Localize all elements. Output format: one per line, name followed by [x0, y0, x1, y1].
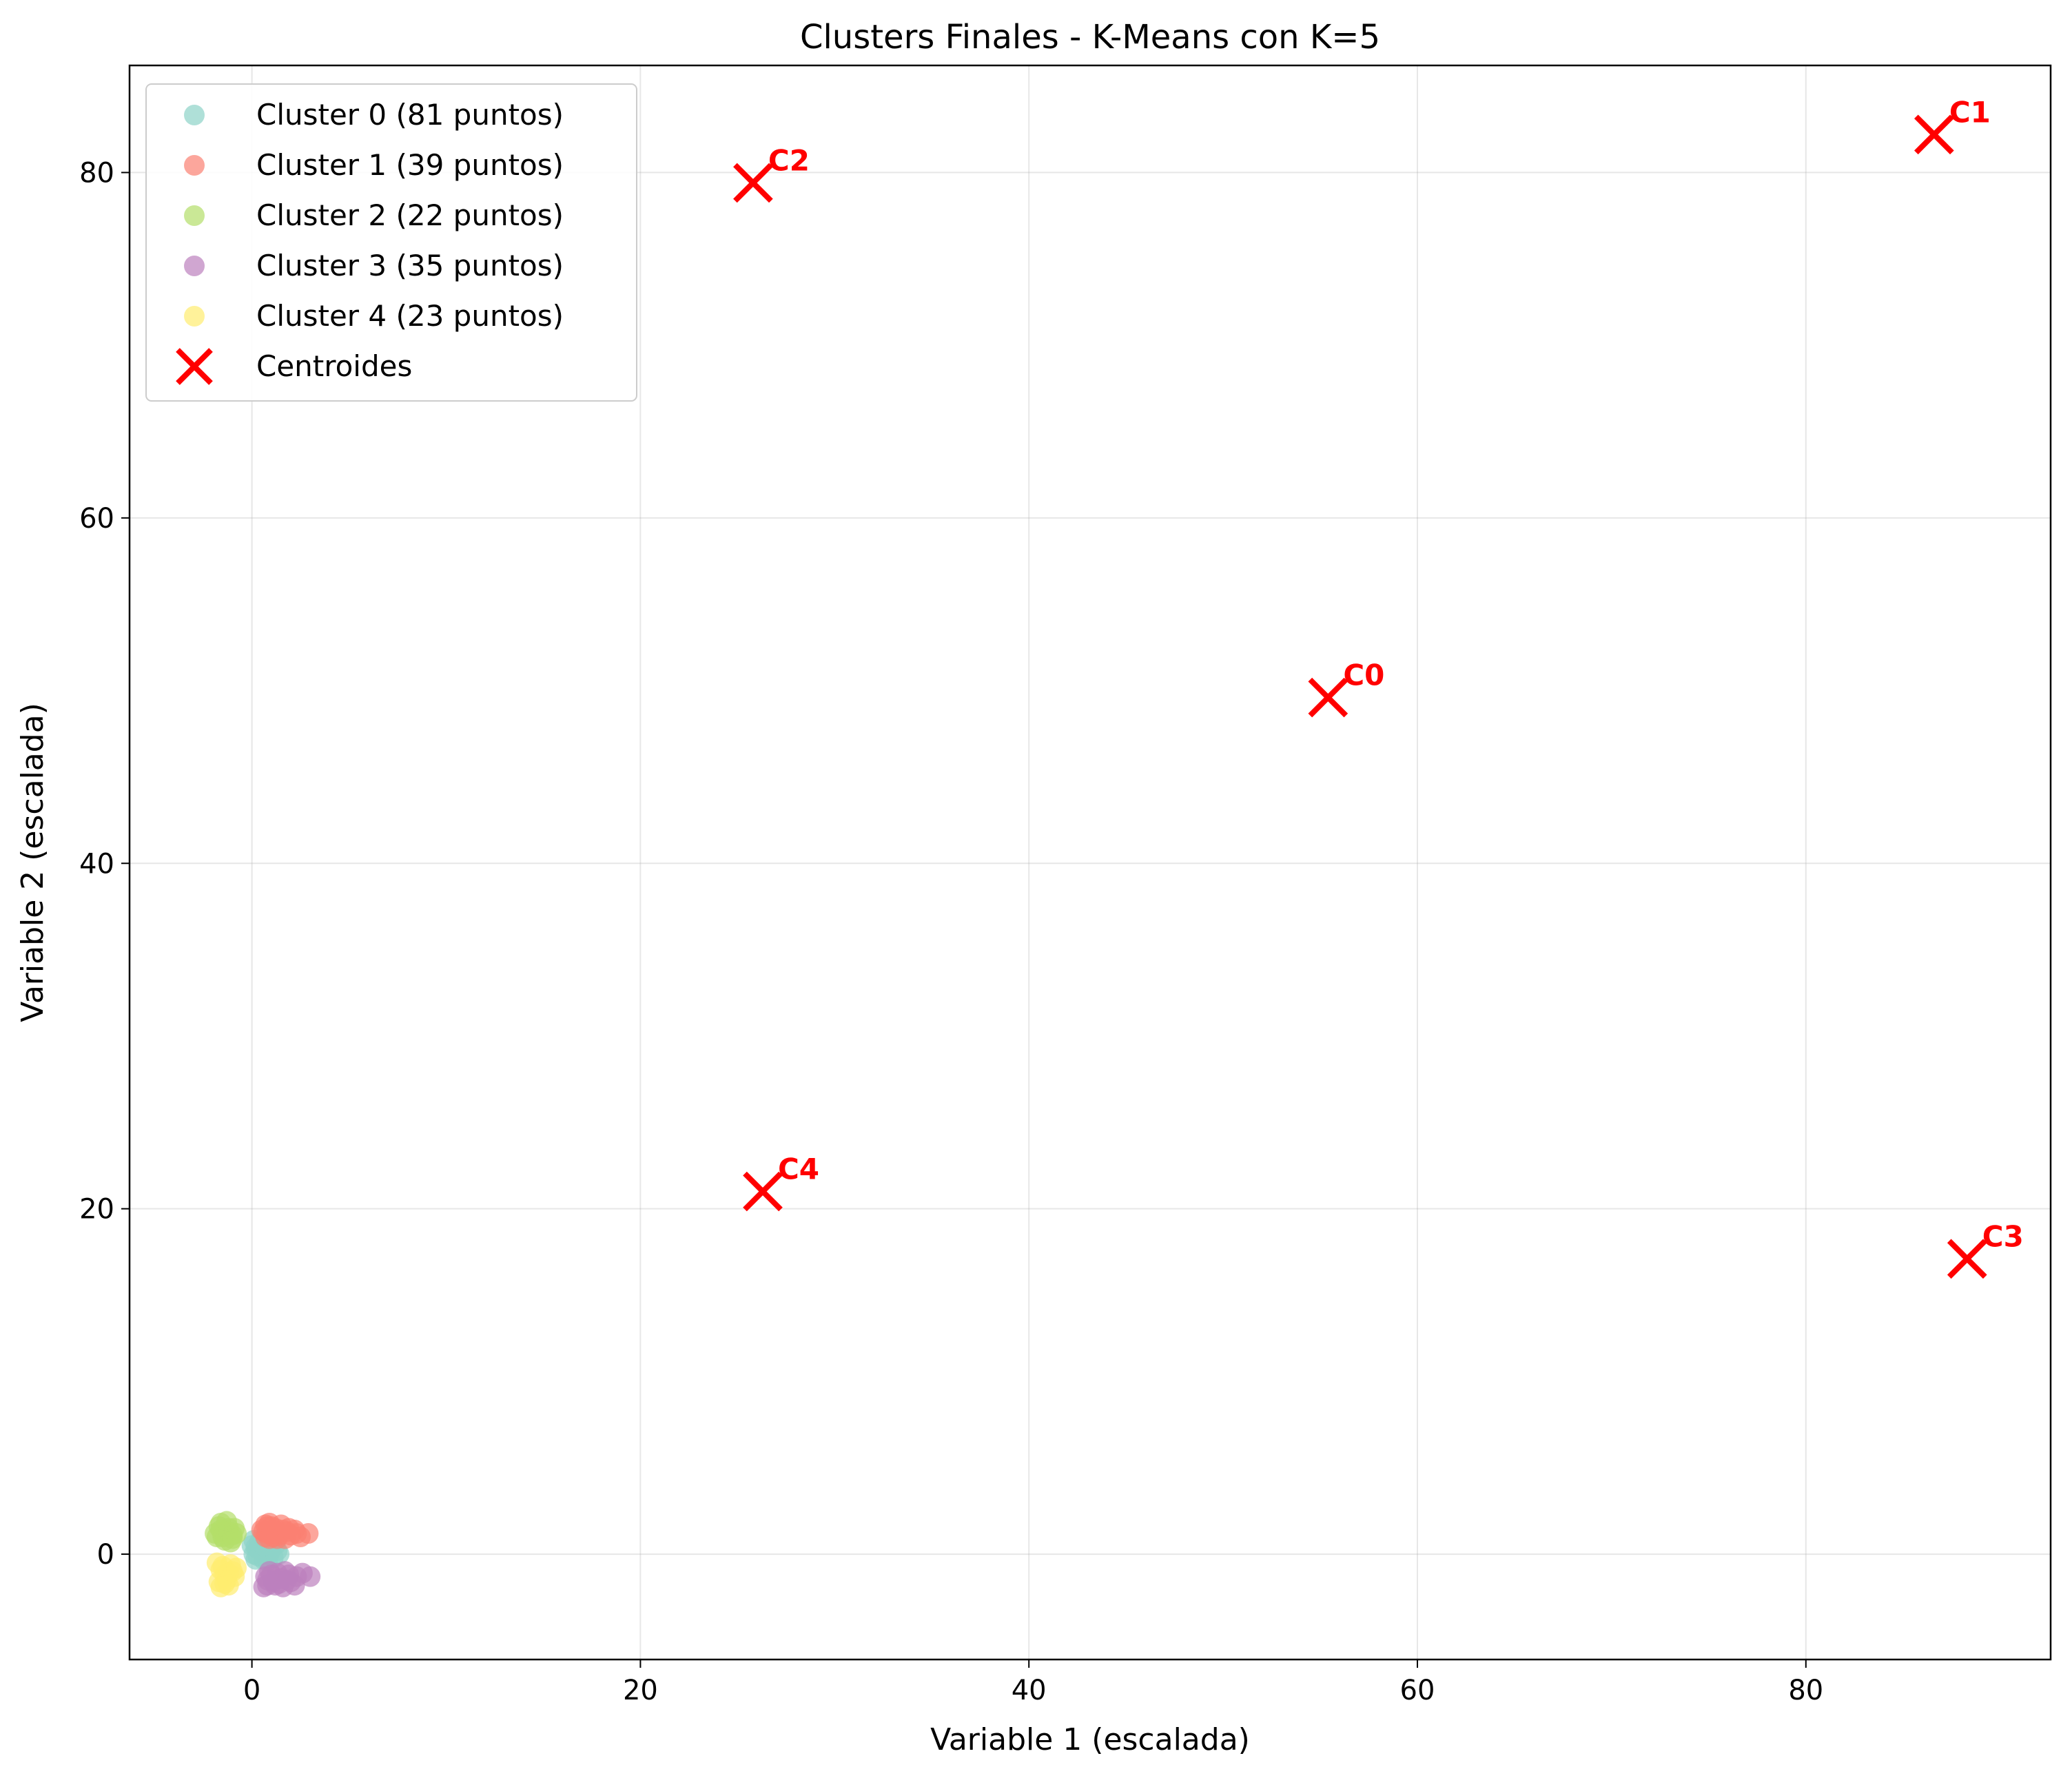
legend-label: Cluster 0 (81 puntos) [256, 98, 564, 132]
x-tick-label: 60 [1400, 1675, 1435, 1706]
legend: Cluster 0 (81 puntos) Cluster 1 (39 punto… [145, 83, 637, 402]
plot-frame [128, 64, 2052, 1661]
legend-label: Centroides [256, 349, 412, 383]
cluster-1-point [258, 1528, 280, 1549]
legend-label: Cluster 1 (39 puntos) [256, 148, 564, 182]
y-tick-label: 40 [79, 848, 114, 880]
y-tick-label: 0 [97, 1539, 114, 1571]
centroid-label-c0: C0 [1343, 659, 1384, 692]
cluster-2-point [222, 1528, 243, 1549]
y-tick-label: 60 [79, 503, 114, 535]
centroid-label-c4: C4 [778, 1152, 819, 1186]
legend-marker [184, 256, 205, 276]
cluster-4-point [218, 1562, 239, 1584]
centroid-marker-c3 [1947, 1239, 1987, 1279]
y-tick-label: 80 [79, 157, 114, 189]
chart-title: Clusters Finales - K-Means con K=5 [800, 18, 1380, 56]
centroid-marker-c2 [733, 163, 773, 203]
cluster-3-point [300, 1566, 321, 1587]
centroid-label-c3: C3 [1982, 1219, 2024, 1253]
grid [130, 65, 2051, 1660]
centroids: C0 C1 C2 C3 C4 [733, 95, 2024, 1279]
legend-marker [184, 155, 205, 176]
x-tick-label: 20 [623, 1675, 658, 1706]
centroid-label-c2: C2 [768, 143, 810, 177]
cluster-1-point [286, 1522, 307, 1544]
cluster-3-point [278, 1564, 300, 1586]
legend-label: Cluster 4 (23 puntos) [256, 299, 564, 333]
axes: 0 20 40 60 80 0 20 40 60 80 [79, 157, 1823, 1706]
y-tick-label: 20 [79, 1194, 114, 1226]
x-tick-label: 0 [243, 1675, 260, 1706]
legend-marker [184, 205, 205, 226]
cluster-3-point [257, 1575, 278, 1596]
centroid-marker-c0 [1308, 677, 1348, 718]
centroid-label-c1: C1 [1949, 95, 1991, 129]
centroid-marker-c4 [743, 1171, 783, 1212]
x-tick-label: 40 [1012, 1675, 1047, 1706]
cluster-0-point [269, 1544, 290, 1565]
legend-box [145, 83, 637, 402]
legend-label: Cluster 2 (22 puntos) [256, 198, 564, 232]
data-points [205, 1511, 321, 1598]
legend-label: Cluster 3 (35 puntos) [256, 249, 564, 282]
legend-centroid-marker [176, 348, 213, 385]
legend-marker [184, 306, 205, 327]
legend-marker [184, 105, 205, 125]
centroid-marker-c1 [1914, 114, 1954, 155]
x-tick-label: 80 [1788, 1675, 1823, 1706]
y-axis-label: Variable 2 (escalada) [15, 703, 50, 1022]
x-axis-label: Variable 1 (escalada) [930, 1722, 1250, 1757]
